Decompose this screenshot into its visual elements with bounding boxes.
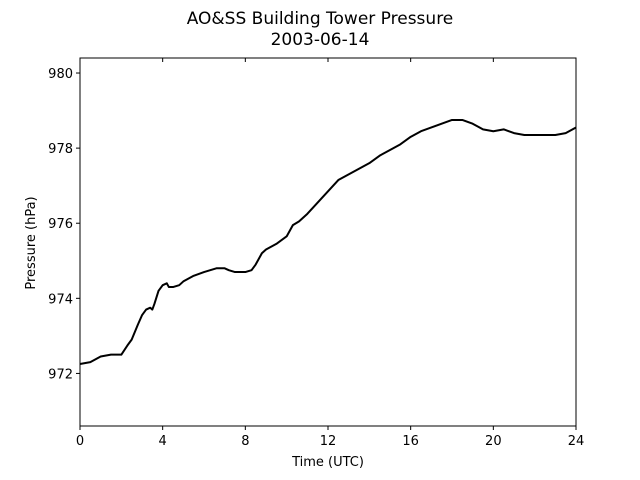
plot-frame [79, 57, 577, 427]
pressure-series-line [79, 118, 577, 366]
y-axis-label: Pressure (hPa) [24, 196, 39, 289]
x-tick-label: 0 [76, 434, 84, 449]
y-tick-label: 976 [48, 217, 73, 232]
plot-area: 0 4 8 12 16 20 24 972 974 976 978 980 [48, 57, 585, 449]
x-tick-label: 4 [159, 434, 167, 449]
y-tick-label: 974 [48, 292, 73, 307]
x-tick-label: 16 [402, 434, 419, 449]
y-tick-label: 980 [48, 67, 73, 82]
x-tick-label: 12 [320, 434, 337, 449]
y-tick-label: 978 [48, 142, 73, 157]
x-tick-label: 8 [241, 434, 249, 449]
chart-subtitle: 2003-06-14 [271, 30, 370, 50]
x-tick-label: 20 [485, 434, 502, 449]
x-tick-label: 24 [568, 434, 585, 449]
y-tick-label: 972 [48, 367, 73, 382]
chart-title: AO&SS Building Tower Pressure [187, 9, 454, 29]
x-axis-label: Time (UTC) [291, 455, 364, 470]
